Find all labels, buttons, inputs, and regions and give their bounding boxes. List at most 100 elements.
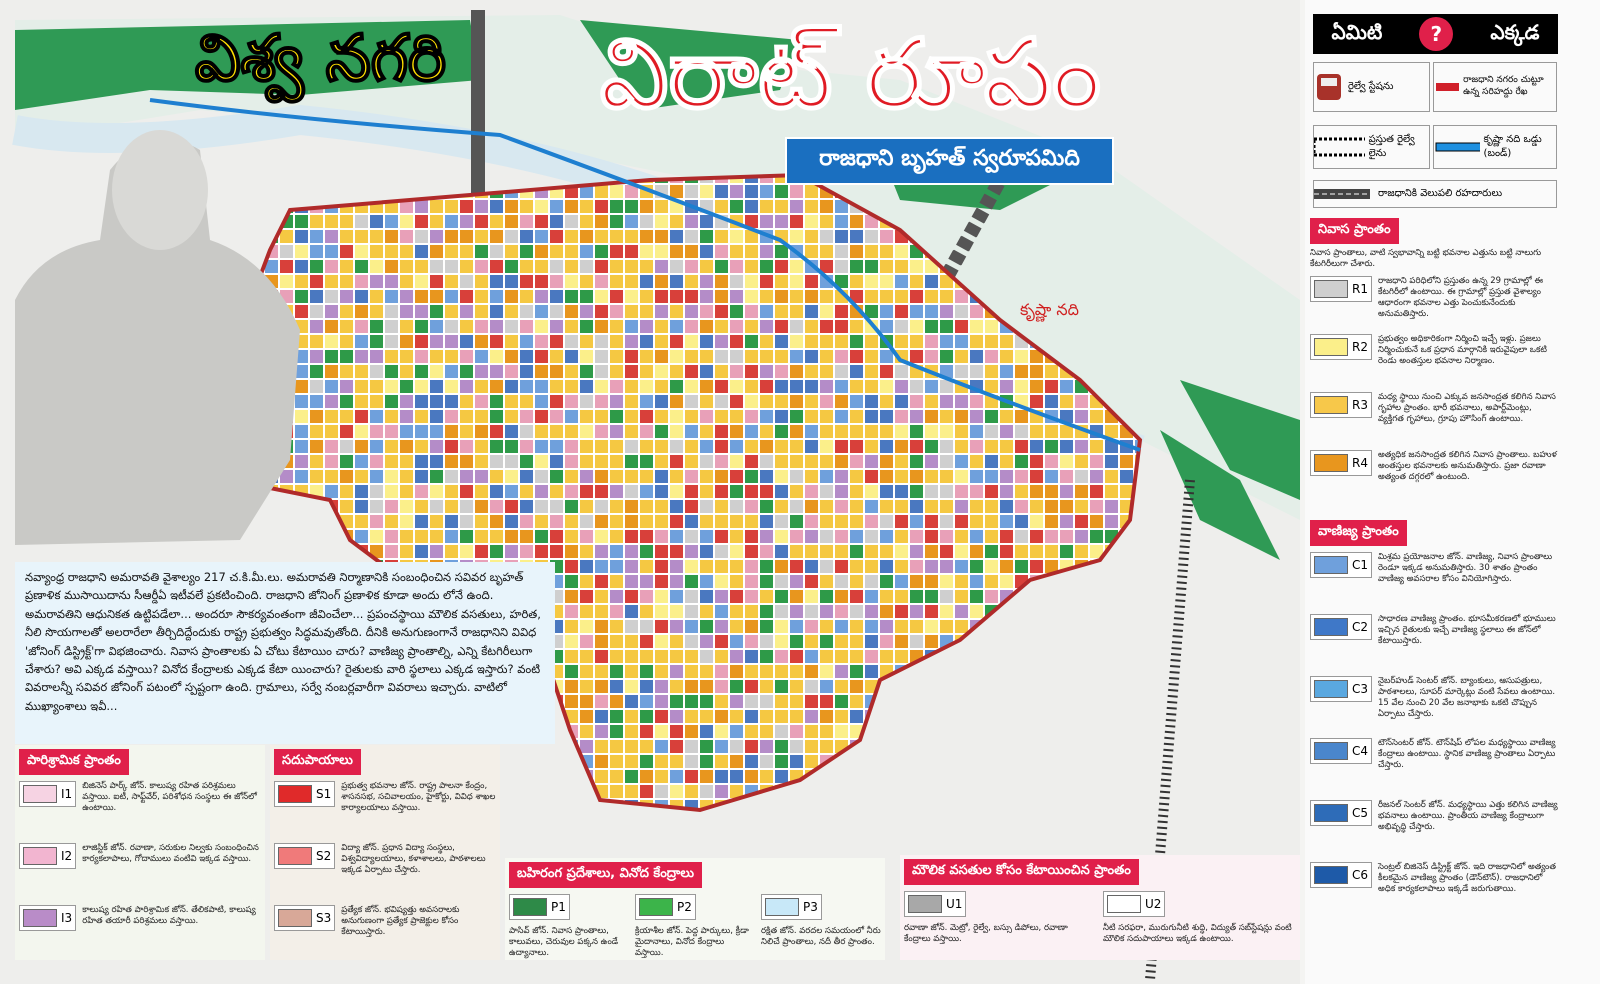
- section-heading: పారిశ్రామిక ప్రాంతం: [19, 749, 129, 775]
- zone-block: [700, 770, 713, 783]
- zone-block: [685, 425, 698, 438]
- zone-block: [760, 275, 773, 288]
- zone-block: [760, 305, 773, 318]
- legend-item: C3 నైబర్‌హుడ్ సెంటర్ జోన్. బ్యాంకులు, ఆసు…: [1310, 676, 1560, 732]
- zone-block: [415, 440, 428, 453]
- zone-block: [475, 485, 488, 498]
- zone-block: [415, 260, 428, 273]
- zone-block: [970, 470, 983, 483]
- zone-block: [985, 545, 998, 558]
- zone-block: [385, 470, 398, 483]
- zone-block: [430, 410, 443, 423]
- zone-block: [355, 230, 368, 243]
- zone-block: [925, 425, 938, 438]
- zone-block: [610, 335, 623, 348]
- zone-block: [730, 275, 743, 288]
- zone-block: [355, 380, 368, 393]
- zone-block: [1060, 485, 1073, 498]
- zone-block: [1060, 470, 1073, 483]
- zone-block: [835, 335, 848, 348]
- legend-code: I3: [61, 911, 73, 925]
- zone-block: [310, 230, 323, 243]
- zone-block: [730, 560, 743, 573]
- zone-block: [685, 185, 698, 198]
- zone-block: [1090, 440, 1103, 453]
- zone-block: [370, 215, 383, 228]
- zone-block: [715, 305, 728, 318]
- zone-block: [685, 485, 698, 498]
- zone-block: [970, 335, 983, 348]
- zone-block: [625, 365, 638, 378]
- zone-block: [310, 215, 323, 228]
- zone-block: [325, 485, 338, 498]
- zone-block: [610, 590, 623, 603]
- commercial-section: వాణిజ్య ప్రాంతం C1 మిశ్రమ ప్రయోజనాల జోన్. …: [1310, 520, 1560, 924]
- zone-block: [625, 695, 638, 708]
- zone-block: [655, 770, 668, 783]
- zone-block: [580, 185, 593, 198]
- legend-code: C5: [1352, 806, 1369, 820]
- zone-block: [385, 425, 398, 438]
- zone-block: [655, 260, 668, 273]
- zone-block: [610, 260, 623, 273]
- zone-block: [1120, 485, 1133, 498]
- zone-block: [790, 530, 803, 543]
- zone-block: [610, 320, 623, 333]
- zone-block: [775, 185, 788, 198]
- legend-key: U1: [904, 891, 967, 917]
- zone-block: [670, 245, 683, 258]
- legend-code: S1: [316, 787, 332, 801]
- zone-block: [535, 275, 548, 288]
- zone-block: [610, 770, 623, 783]
- zone-block: [565, 455, 578, 468]
- zone-block: [775, 560, 788, 573]
- zone-block: [820, 245, 833, 258]
- zone-block: [700, 350, 713, 363]
- item-list: C1 మిశ్రమ ప్రయోజనాల జోన్. వాణిజ్య, నివాస …: [1310, 552, 1560, 918]
- zone-block: [700, 470, 713, 483]
- zone-block: [1030, 515, 1043, 528]
- zone-block: [700, 440, 713, 453]
- zone-block: [790, 395, 803, 408]
- zone-block: [625, 470, 638, 483]
- zone-block: [685, 635, 698, 648]
- zone-block: [820, 260, 833, 273]
- zone-block: [895, 245, 908, 258]
- zone-block: [550, 230, 563, 243]
- zone-block: [355, 395, 368, 408]
- zone-block: [1075, 410, 1088, 423]
- zone-block: [790, 515, 803, 528]
- zone-block: [595, 215, 608, 228]
- zone-block: [895, 635, 908, 648]
- zone-block: [460, 470, 473, 483]
- zone-block: [685, 305, 698, 318]
- zone-block: [610, 455, 623, 468]
- zone-block: [670, 395, 683, 408]
- zone-block: [955, 605, 968, 618]
- zone-block: [790, 620, 803, 633]
- zone-block: [625, 515, 638, 528]
- zone-block: [670, 605, 683, 618]
- zone-block: [385, 215, 398, 228]
- zone-block: [910, 500, 923, 513]
- zone-block: [340, 485, 353, 498]
- zone-block: [715, 665, 728, 678]
- zone-block: [520, 410, 533, 423]
- zone-block: [400, 500, 413, 513]
- zone-block: [460, 515, 473, 528]
- zone-block: [655, 755, 668, 768]
- zone-block: [985, 335, 998, 348]
- zone-block: [820, 590, 833, 603]
- legend-key: I1: [19, 781, 77, 807]
- zone-block: [715, 455, 728, 468]
- zone-block: [715, 245, 728, 258]
- zone-block: [550, 335, 563, 348]
- intro-text: నవ్యాంధ్ర రాజధాని అమరావతి వైశాల్యం 217 చ…: [15, 562, 555, 744]
- zone-block: [700, 575, 713, 588]
- zone-block: [760, 410, 773, 423]
- zone-block: [1075, 455, 1088, 468]
- zone-block: [895, 380, 908, 393]
- zone-block: [955, 365, 968, 378]
- zone-block: [760, 380, 773, 393]
- zone-block: [325, 380, 338, 393]
